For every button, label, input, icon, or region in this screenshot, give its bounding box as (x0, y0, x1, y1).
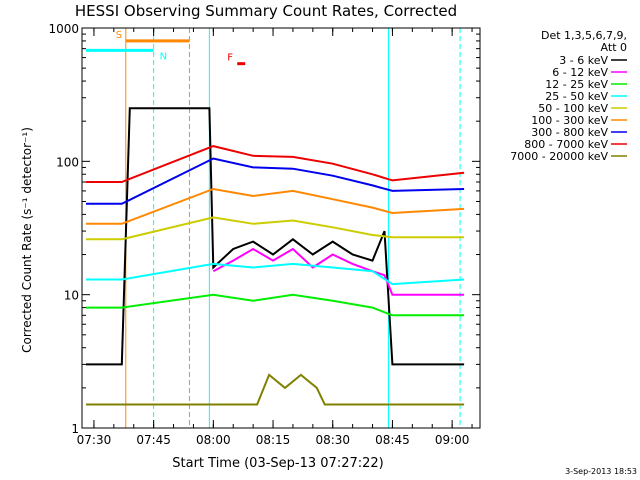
annotation-label: F (227, 53, 233, 64)
y-tick-label: 1 (71, 422, 79, 436)
y-tick-label: 10 (64, 289, 79, 303)
legend-entry-label: 12 - 25 keV (545, 78, 608, 91)
legend-entry-label: 50 - 100 keV (538, 102, 608, 115)
annotation-label: N (160, 51, 167, 62)
legend-entry-label: 800 - 7000 keV (524, 138, 608, 151)
x-tick-label: 09:00 (435, 433, 470, 447)
legend-entry-label: 3 - 6 keV (559, 54, 608, 67)
series-line (86, 145, 465, 183)
y-tick-label: 100 (56, 155, 79, 169)
series-line (86, 216, 465, 241)
x-tick-label: 08:30 (315, 433, 350, 447)
legend-header-detectors: Det 1,3,5,6,7,9, (541, 29, 627, 42)
series-line (86, 107, 465, 366)
y-tick-label: 1000 (48, 22, 79, 36)
series-line (86, 187, 465, 225)
x-axis-label: Start Time (03-Sep-13 07:27:22) (172, 456, 383, 471)
plot-area: S N F (85, 28, 465, 428)
legend-entry-label: 100 - 300 keV (531, 114, 608, 127)
x-tick-label: 08:15 (256, 433, 291, 447)
annotation-label: S (116, 30, 122, 41)
x-axis: 07:30 07:45 08:00 08:15 08:30 08:45 09:00 (77, 28, 473, 447)
x-tick-label: 07:30 (77, 433, 112, 447)
series-line (86, 293, 465, 317)
legend-entry-label: 6 - 12 keV (552, 66, 608, 79)
legend-header-attenuator: Att 0 (601, 41, 627, 54)
x-tick-label: 08:00 (196, 433, 231, 447)
x-tick-label: 08:45 (375, 433, 410, 447)
legend-entry-label: 7000 - 20000 keV (510, 150, 608, 163)
chart-title: HESSI Observing Summary Count Rates, Cor… (75, 2, 457, 20)
series-line (86, 262, 465, 286)
y-axis-label: Corrected Count Rate (s⁻¹ detector⁻¹) (20, 127, 34, 353)
series-line (212, 247, 465, 296)
y-axis: 1 10 100 1000 (48, 22, 480, 436)
legend-entry-label: 300 - 800 keV (531, 126, 608, 139)
plot-frame (81, 27, 481, 429)
timestamp: 3-Sep-2013 18:53 (565, 467, 637, 476)
series-line (86, 157, 465, 205)
x-tick-label: 07:45 (136, 433, 171, 447)
legend-entry-label: 25 - 50 keV (545, 90, 608, 103)
series-line (86, 373, 465, 406)
